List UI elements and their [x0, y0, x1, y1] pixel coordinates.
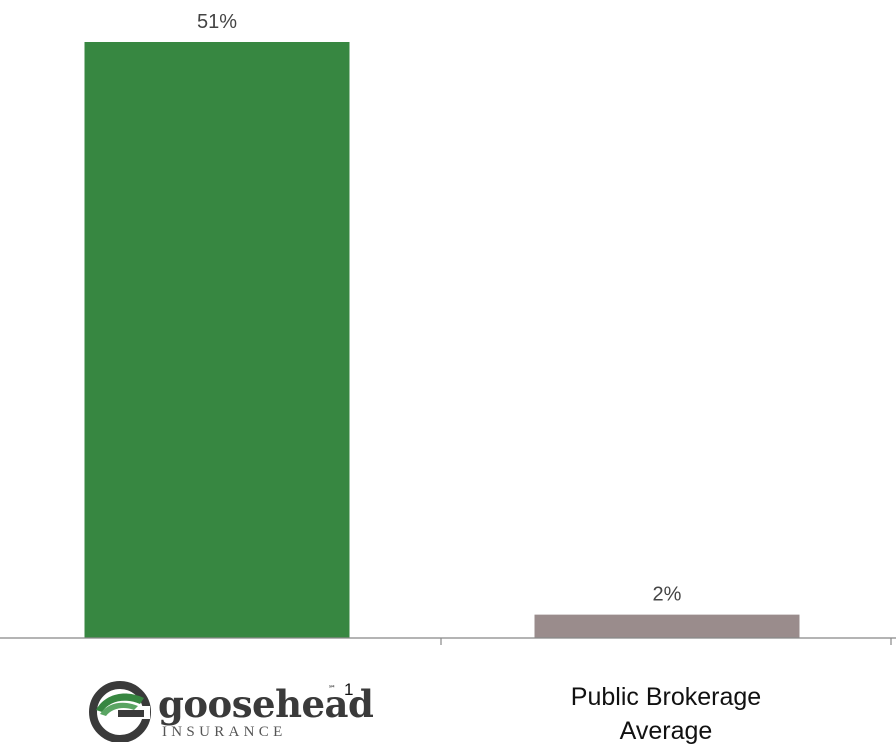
goosehead-logo: goosehead ℠ INSURANCE [88, 680, 388, 742]
bar-value-label-2: 2% [653, 584, 682, 606]
category-label-line-1: Public Brokerage [570, 683, 762, 711]
bar-2 [534, 614, 800, 638]
logo-tagline: INSURANCE [162, 724, 287, 740]
value-labels-group: 51% 2% [197, 11, 682, 606]
bar-1 [84, 42, 350, 638]
bar-value-label-1: 51% [197, 11, 237, 33]
category-label-line-2: Average [619, 717, 713, 745]
footnote-marker: 1 [344, 680, 354, 699]
goosehead-g-logo-icon [89, 681, 151, 742]
logo-wordmark: goosehead [158, 682, 374, 726]
logo-trademark: ℠ [328, 684, 337, 693]
category-label-public-brokerage: Public Brokerage Average [516, 680, 816, 748]
bars-group [84, 42, 800, 638]
